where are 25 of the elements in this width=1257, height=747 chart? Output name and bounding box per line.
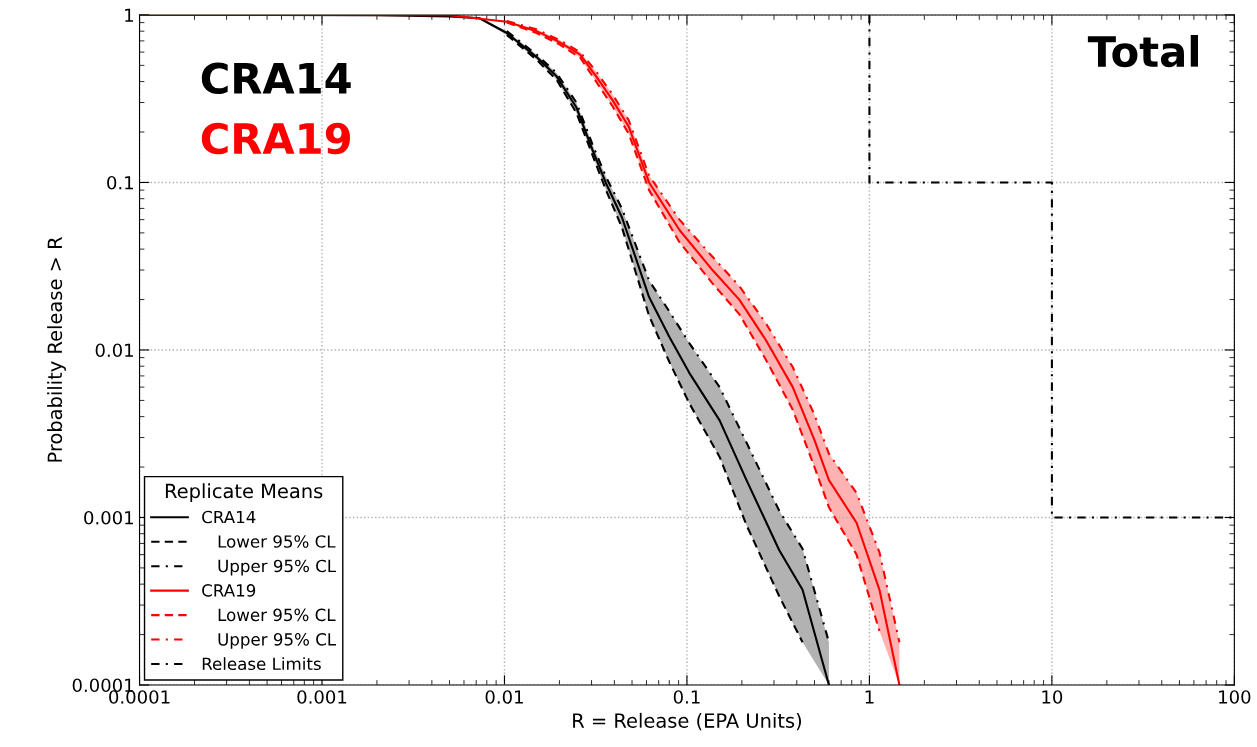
legend-label: Lower 95% CL [218,608,336,622]
y-tick-label: 0.0001 [72,678,133,693]
x-tick-label: 0.1 [673,690,700,704]
annotation: Total [1087,34,1199,68]
x-axis-title: R = Release (EPA Units) [573,712,802,731]
legend-label: CRA14 [202,510,256,524]
legend-label: CRA19 [202,584,256,597]
y-tick-label: 0.01 [95,343,133,358]
y-tick-label: 1 [125,8,133,22]
legend-label: Upper 95% CL [218,559,337,576]
x-tick-label: 10 [1042,690,1063,704]
x-tick-label: 0.001 [297,690,347,704]
legend-label: Release Limits [202,657,321,671]
x-tick-label: 100 [1219,690,1251,704]
legend-title: Replicate Means [165,483,323,503]
x-tick-label: 1 [865,690,874,704]
legend-label: Lower 95% CL [218,535,336,548]
y-tick-label: 0.001 [84,510,133,525]
annotation: CRA14 [201,62,351,95]
x-tick-label: 0.01 [485,690,523,704]
annotation: CRA19 [201,122,350,155]
x-tick-label: 0.0001 [109,690,170,704]
y-tick-label: 0.1 [107,175,133,190]
legend-label: Upper 95% CL [218,633,337,649]
y-axis-title: Probability Release > R [47,236,66,462]
